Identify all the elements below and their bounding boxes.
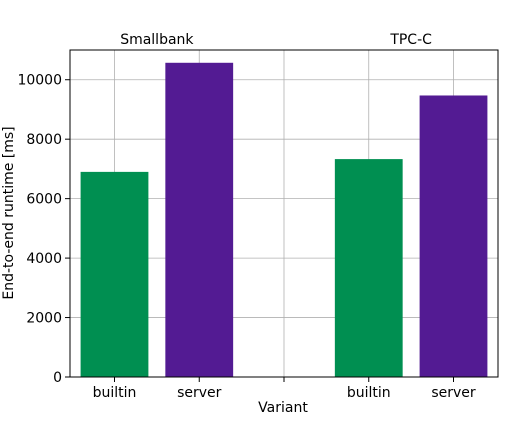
group-label: Smallbank bbox=[120, 32, 194, 48]
y-tick-label: 6000 bbox=[26, 192, 62, 208]
x-tick-label: server bbox=[177, 385, 222, 401]
y-tick-label: 0 bbox=[53, 370, 62, 386]
y-tick-label: 4000 bbox=[26, 251, 62, 267]
y-tick-label: 10000 bbox=[17, 73, 62, 89]
y-tick-label: 8000 bbox=[26, 132, 62, 148]
y-axis-label: End-to-end runtime [ms] bbox=[1, 126, 17, 299]
x-axis-label: Variant bbox=[258, 400, 308, 416]
bar-tpc-c-builtin bbox=[334, 159, 403, 377]
bar-tpc-c-server bbox=[419, 95, 488, 377]
plot-frame bbox=[69, 49, 499, 378]
bar-smallbank-server bbox=[165, 62, 234, 378]
x-tick-label: builtin bbox=[347, 385, 391, 401]
axes: 0 2000 4000 6000 8000 10000 builtin server built… bbox=[17, 32, 499, 401]
bars bbox=[80, 62, 488, 378]
y-tick-label: 2000 bbox=[26, 311, 62, 327]
x-tick-label: server bbox=[431, 385, 476, 401]
x-tick-label: builtin bbox=[93, 385, 137, 401]
group-label: TPC-C bbox=[389, 32, 432, 48]
bar-smallbank-builtin bbox=[80, 171, 149, 377]
